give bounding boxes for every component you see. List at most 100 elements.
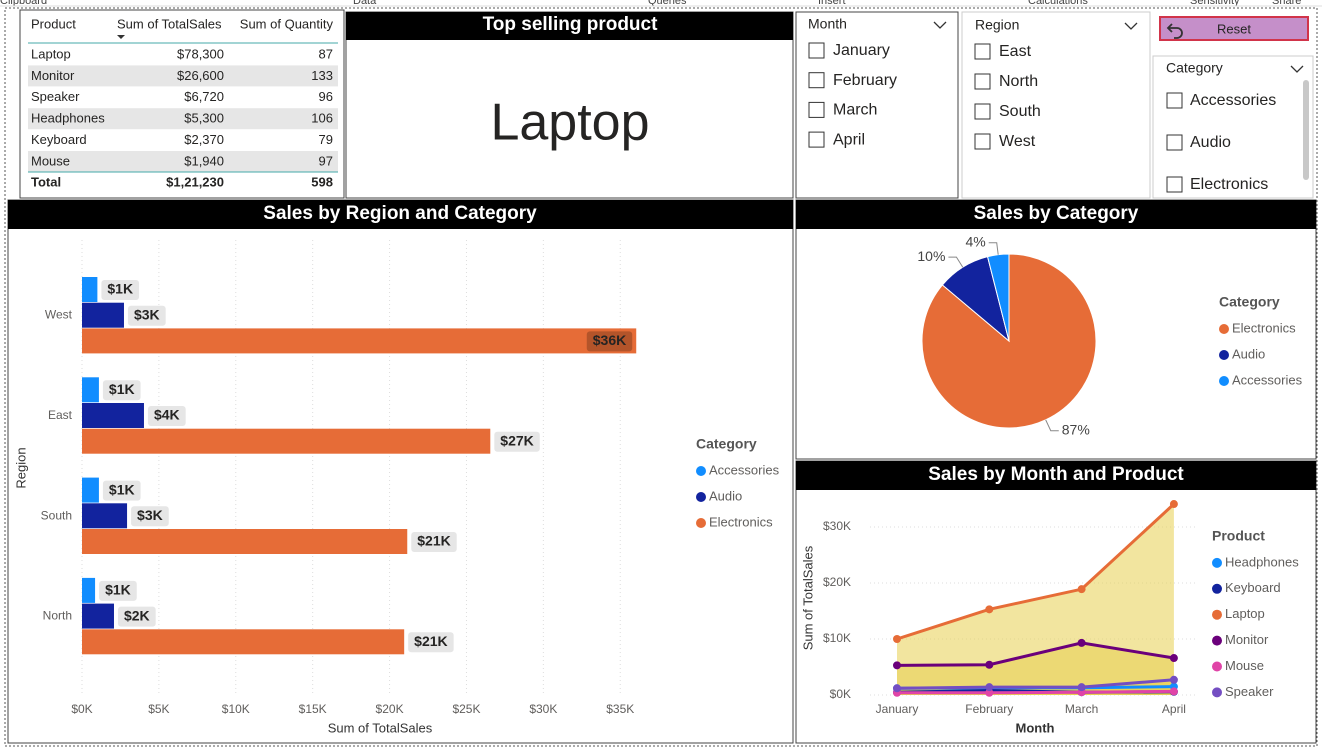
chart-title: Sales by Category bbox=[974, 203, 1139, 224]
slicer-item[interactable]: Accessories bbox=[1190, 92, 1276, 109]
label-bg bbox=[117, 606, 156, 627]
legend-swatch bbox=[1219, 376, 1229, 386]
label-bg bbox=[131, 506, 169, 527]
bar bbox=[82, 328, 637, 354]
slicer-item[interactable]: January bbox=[833, 42, 890, 59]
card-panel bbox=[345, 11, 794, 199]
checkbox[interactable] bbox=[1166, 176, 1183, 193]
legend-swatch bbox=[696, 518, 706, 528]
y-tick-label: $20K bbox=[823, 575, 851, 589]
checkbox[interactable] bbox=[808, 131, 825, 148]
slicer-item[interactable]: North bbox=[999, 73, 1038, 90]
ribbon-label: Share bbox=[1272, 0, 1301, 7]
legend-label: Monitor bbox=[1225, 632, 1269, 647]
marker bbox=[1077, 585, 1086, 594]
table-cell: $2,370 bbox=[184, 132, 224, 147]
data-label: $21K bbox=[414, 633, 447, 649]
checkbox[interactable] bbox=[974, 73, 991, 90]
x-axis-label: Sum of TotalSales bbox=[328, 720, 433, 735]
marker bbox=[1169, 687, 1178, 696]
table-cell: $6,720 bbox=[184, 89, 224, 104]
legend-title: Category bbox=[1219, 294, 1280, 310]
slicer-item[interactable]: East bbox=[999, 43, 1032, 60]
table-cell: $78,300 bbox=[177, 46, 224, 61]
page-border bbox=[4, 7, 1318, 747]
bar bbox=[82, 629, 405, 655]
data-label: 4% bbox=[965, 233, 985, 249]
leader-line bbox=[948, 256, 964, 268]
area-header bbox=[796, 461, 1316, 490]
bar bbox=[82, 503, 128, 529]
data-label: $36K bbox=[593, 332, 626, 348]
bar-header bbox=[8, 200, 793, 229]
data-label: $4K bbox=[154, 407, 180, 423]
table-cell: 96 bbox=[319, 89, 333, 104]
checkbox[interactable] bbox=[974, 43, 991, 60]
data-label: $3K bbox=[137, 507, 163, 523]
x-tick-label: $5K bbox=[148, 702, 169, 716]
ribbon-label: Data bbox=[353, 0, 377, 7]
bar bbox=[82, 302, 124, 328]
data-label: $21K bbox=[417, 533, 450, 549]
marker bbox=[985, 688, 994, 697]
x-tick-label: January bbox=[876, 702, 919, 716]
slicer-item[interactable]: April bbox=[833, 131, 865, 148]
legend-swatch bbox=[1212, 609, 1222, 620]
reset-icon bbox=[1166, 23, 1183, 39]
card-header bbox=[346, 12, 793, 40]
pie-slice bbox=[921, 253, 1097, 429]
area bbox=[897, 642, 1174, 695]
y-tick-label: North bbox=[43, 609, 72, 623]
y-axis-label: Region bbox=[13, 447, 28, 488]
checkbox[interactable] bbox=[1166, 134, 1183, 151]
legend-swatch bbox=[696, 492, 706, 502]
table-cell: $1,940 bbox=[184, 153, 224, 168]
checkbox[interactable] bbox=[808, 42, 825, 59]
pie-slice bbox=[986, 253, 1010, 342]
label-bg bbox=[102, 480, 141, 501]
label-bg bbox=[102, 380, 141, 401]
slicer-item[interactable]: March bbox=[833, 102, 877, 119]
x-tick-label: March bbox=[1065, 702, 1098, 716]
reset-button[interactable] bbox=[1159, 16, 1309, 41]
label-bg bbox=[586, 331, 633, 352]
marker bbox=[985, 683, 994, 692]
table-cell: Laptop bbox=[31, 46, 71, 61]
checkbox[interactable] bbox=[1166, 92, 1183, 109]
x-tick-label: $35K bbox=[606, 702, 634, 716]
table-cell: Headphones bbox=[31, 111, 105, 126]
slicer-item[interactable]: Electronics bbox=[1190, 176, 1268, 193]
y-tick-label: $0K bbox=[830, 687, 851, 701]
checkbox[interactable] bbox=[808, 101, 825, 118]
marker bbox=[1169, 675, 1178, 684]
total-cell: Total bbox=[31, 174, 61, 189]
table-cell: Monitor bbox=[31, 68, 75, 83]
marker bbox=[1077, 683, 1086, 692]
slicer-item[interactable]: February bbox=[833, 72, 897, 89]
slicer-title: Month bbox=[808, 16, 847, 32]
line bbox=[897, 689, 1174, 695]
table-cell: 87 bbox=[319, 46, 333, 61]
checkbox[interactable] bbox=[974, 103, 991, 120]
region-slicer bbox=[961, 11, 1151, 199]
y-tick-label: $30K bbox=[823, 519, 851, 533]
chart-title: Sales by Month and Product bbox=[928, 464, 1184, 485]
y-axis-label: Sum of TotalSales bbox=[800, 545, 815, 650]
x-tick-label: $30K bbox=[529, 702, 557, 716]
bar bbox=[82, 377, 99, 403]
slicer-item[interactable]: South bbox=[999, 103, 1041, 120]
x-tick-label: $15K bbox=[299, 702, 327, 716]
checkbox[interactable] bbox=[974, 133, 991, 150]
pie-header bbox=[796, 200, 1316, 229]
leader-line bbox=[988, 242, 999, 255]
data-label: $1K bbox=[107, 281, 133, 297]
y-tick-label: West bbox=[45, 308, 73, 322]
slicer-item[interactable]: Audio bbox=[1190, 134, 1231, 151]
x-axis-label: Month bbox=[1016, 720, 1055, 735]
slicer-item[interactable]: West bbox=[999, 133, 1036, 150]
slicer-title: Category bbox=[1166, 60, 1223, 76]
table-cell: Keyboard bbox=[31, 132, 87, 147]
checkbox[interactable] bbox=[808, 72, 825, 89]
data-label: $1K bbox=[109, 481, 135, 497]
bar bbox=[82, 529, 408, 554]
